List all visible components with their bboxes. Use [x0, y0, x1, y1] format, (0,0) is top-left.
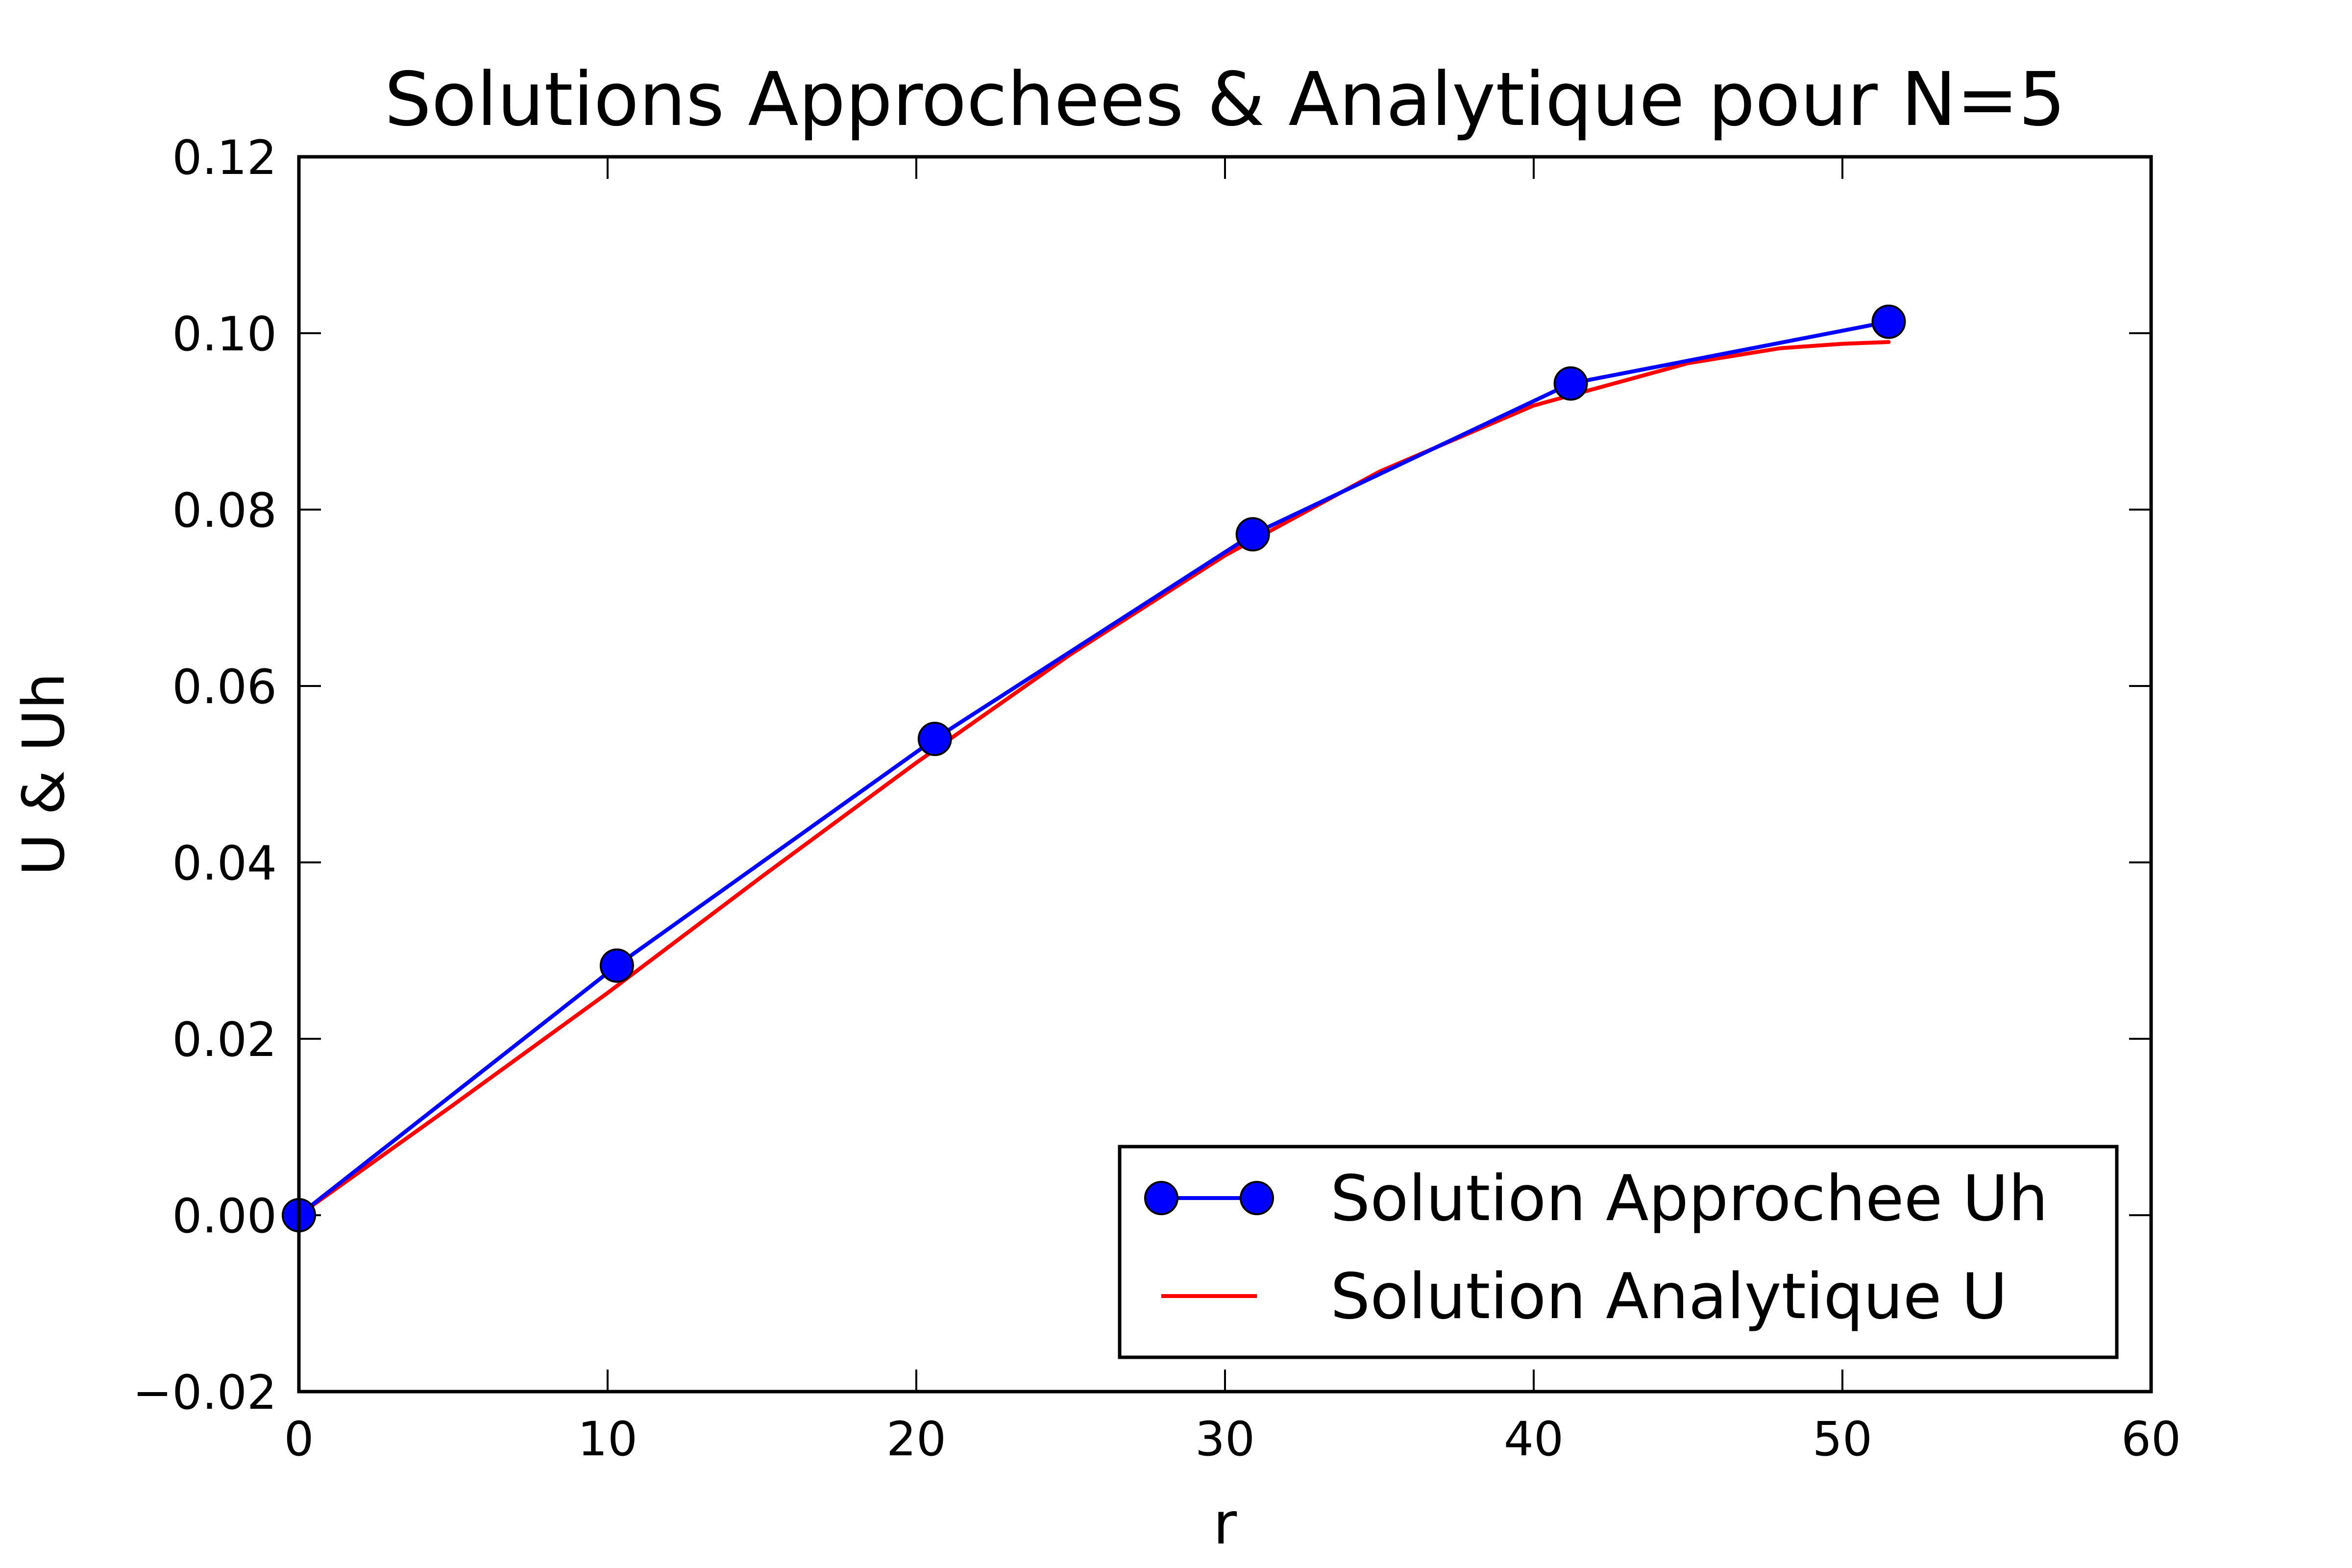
- x-tick-label: 40: [1504, 1412, 1564, 1467]
- series-layer: [282, 304, 1906, 1232]
- legend: Solution Approchee Uh Solution Analytiqu…: [1118, 1145, 2119, 1359]
- y-tick-label: 0.04: [172, 836, 277, 891]
- y-tick-label: 0.00: [172, 1189, 277, 1244]
- y-tick-label: −0.02: [133, 1365, 277, 1420]
- data-point-uh: [1235, 517, 1270, 552]
- series-line-uh: [297, 319, 1891, 1217]
- data-point-uh: [1871, 304, 1906, 339]
- y-tick-label: 0.10: [172, 307, 277, 362]
- y-tick-label: 0.12: [172, 130, 277, 185]
- x-tick-label: 10: [578, 1412, 637, 1467]
- legend-box: [1118, 1145, 2119, 1359]
- x-tick-label: 50: [1813, 1412, 1872, 1467]
- legend-label-u: Solution Analytique U: [1330, 1260, 2008, 1333]
- data-point-uh: [917, 722, 952, 756]
- y-tick-label: 0.06: [172, 660, 277, 714]
- series-line-u: [297, 340, 1891, 1217]
- x-tick-label: 20: [886, 1412, 946, 1467]
- plot-frame: [297, 155, 2153, 1394]
- data-point-uh: [1553, 366, 1588, 401]
- data-point-uh: [599, 948, 634, 983]
- x-tick-label: 30: [1195, 1412, 1255, 1467]
- legend-marker-uh: [1240, 1181, 1274, 1215]
- x-tick-label: 0: [284, 1412, 314, 1467]
- legend-label-uh: Solution Approchee Uh: [1330, 1162, 2048, 1235]
- x-tick-label: 60: [2121, 1412, 2181, 1467]
- y-axis-label: U & Uh: [10, 673, 77, 876]
- y-tick-label: 0.02: [172, 1012, 277, 1067]
- y-tick-label: 0.08: [172, 483, 277, 538]
- y-axis-ticks: −0.02 0.00 0.02 0.04 0.06 0.08 0.10 0.12: [133, 130, 2151, 1420]
- chart-title: Solutions Approchees & Analytique pour N…: [385, 56, 2066, 143]
- x-axis-label: r: [1213, 1490, 1237, 1557]
- x-axis-ticks: 0 10 20 30 40 50 60: [284, 157, 2181, 1467]
- legend-marker-uh: [1144, 1181, 1178, 1215]
